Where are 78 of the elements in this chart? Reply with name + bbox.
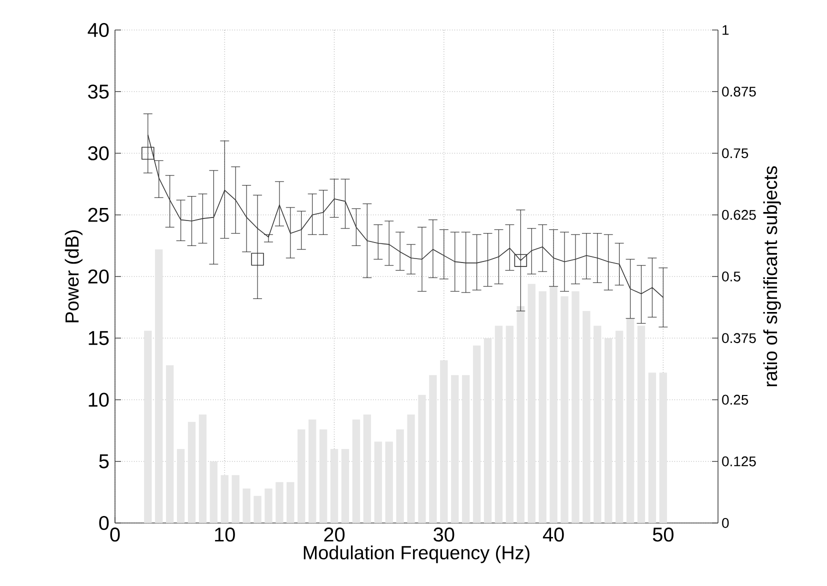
- y-axis-title: Power (dB): [64, 230, 82, 322]
- bar: [242, 488, 250, 523]
- bar: [144, 330, 152, 523]
- bar: [626, 318, 634, 523]
- bar: [429, 375, 437, 523]
- y-tick-label: 10: [88, 392, 109, 407]
- y-tick-label: 25: [88, 208, 109, 222]
- bar: [352, 419, 360, 523]
- x-tick-label: 10: [215, 528, 235, 542]
- bar: [538, 291, 546, 523]
- y2-tick-label: 0.25: [722, 394, 748, 405]
- bar: [582, 311, 590, 523]
- bar: [648, 372, 656, 523]
- y2-tick-label: 0.375: [722, 333, 756, 344]
- y2-axis-title: ratio of significant subjects: [763, 166, 781, 386]
- y2-tick-label: 0.75: [722, 148, 748, 158]
- bar: [363, 414, 372, 523]
- y-tick-label: 40: [88, 22, 109, 38]
- y2-tick-label: 0.125: [722, 456, 756, 466]
- bar: [407, 414, 415, 523]
- y2-tick-label: 0.625: [722, 210, 756, 220]
- bar: [506, 326, 514, 523]
- bar: [451, 375, 459, 523]
- y-tick-label: 5: [99, 454, 109, 468]
- bar: [594, 326, 602, 523]
- x-tick-label: 0: [110, 528, 120, 542]
- point: [514, 254, 528, 267]
- bar: [560, 296, 568, 523]
- bar: [418, 394, 426, 523]
- bar: [550, 286, 558, 523]
- bar: [210, 461, 218, 523]
- y2-tick-label: 1: [722, 25, 729, 35]
- y-tick-label: 15: [88, 331, 109, 346]
- bar: [276, 482, 284, 523]
- bar: [188, 422, 196, 523]
- bar: [232, 475, 240, 523]
- y2-tick-label: 0.875: [722, 86, 756, 97]
- bar: [659, 372, 668, 523]
- y-tick-label: 35: [88, 84, 109, 99]
- x-tick-label: 40: [542, 528, 564, 542]
- bar: [615, 330, 624, 523]
- bar: [462, 375, 470, 523]
- bar: [494, 326, 503, 523]
- bar: [604, 338, 612, 523]
- y-tick-label: 30: [88, 146, 109, 160]
- bar: [254, 496, 262, 523]
- bar: [440, 360, 448, 523]
- bar: [396, 429, 404, 523]
- x-axis-title: Modulation Frequency (Hz): [304, 545, 530, 564]
- bar: [341, 449, 350, 523]
- bar: [176, 449, 185, 523]
- bar: [330, 449, 338, 523]
- bar: [637, 326, 646, 523]
- bar: [220, 475, 228, 523]
- y-tick-label: 20: [88, 269, 109, 284]
- bar: [308, 419, 316, 523]
- bar: [484, 338, 492, 523]
- point: [142, 146, 154, 160]
- y-tick-label: 0: [99, 516, 109, 530]
- bar: [155, 249, 163, 523]
- bar: [166, 365, 174, 523]
- x-tick-label: 20: [324, 528, 345, 542]
- bar: [516, 306, 524, 523]
- point: [251, 252, 264, 266]
- y2-tick-label: 0.5: [722, 272, 740, 282]
- bar: [472, 346, 481, 523]
- y2-tick-label: 0: [722, 518, 729, 528]
- bar: [374, 442, 382, 523]
- bar: [264, 488, 272, 523]
- bar: [298, 429, 306, 523]
- bar: [198, 414, 207, 523]
- bar: [528, 284, 536, 523]
- x-tick-label: 30: [434, 528, 454, 542]
- bar: [319, 429, 328, 523]
- bar: [572, 291, 580, 523]
- bar: [286, 482, 294, 523]
- bar: [385, 442, 393, 523]
- x-tick-label: 50: [652, 528, 674, 542]
